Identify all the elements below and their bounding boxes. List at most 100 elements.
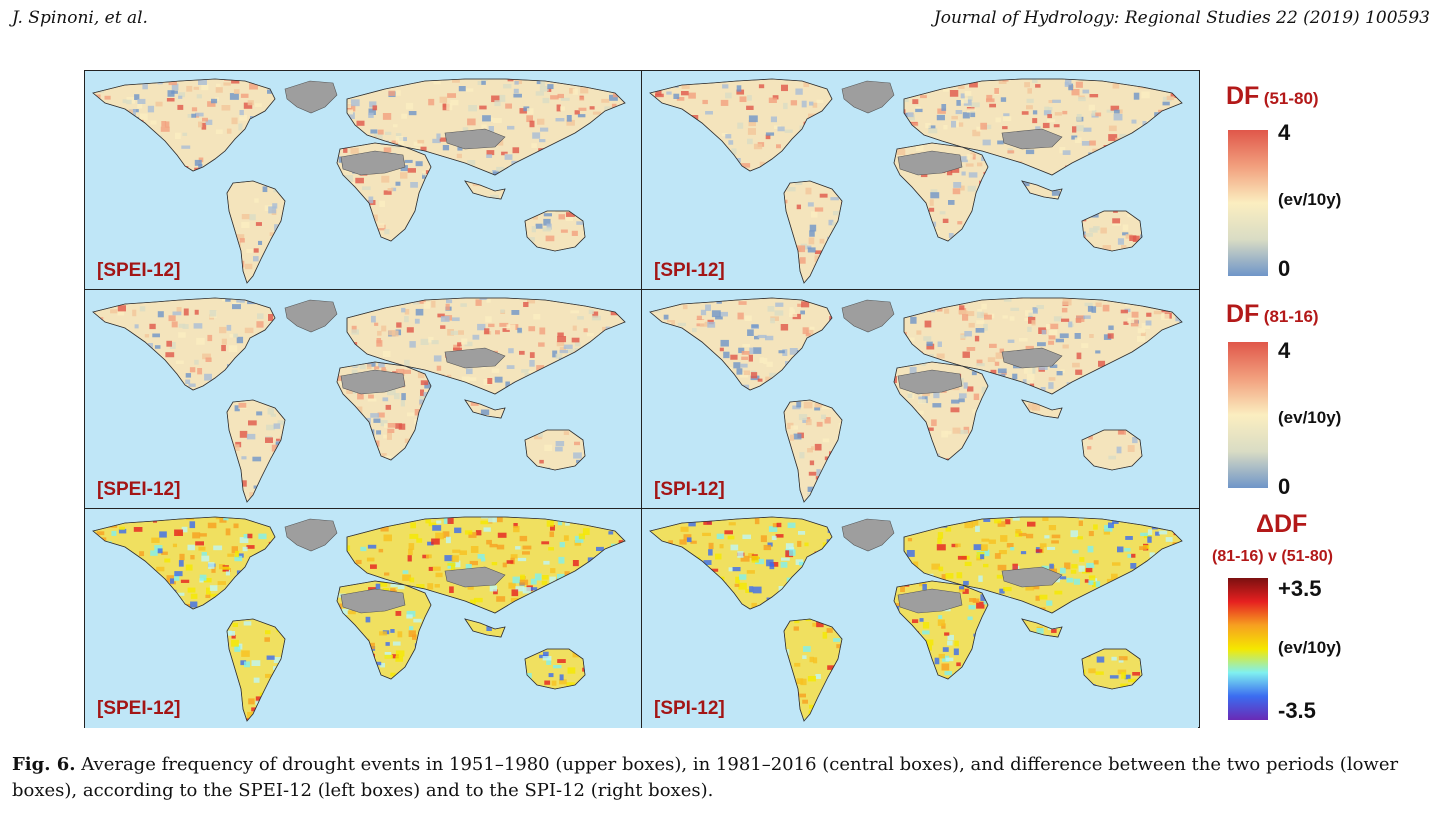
map-panel-spi-51-80: [SPI-12] bbox=[642, 71, 1198, 290]
panel-label: [SPEI-12] bbox=[97, 260, 181, 281]
coastline bbox=[1021, 180, 1063, 200]
colorbar-min-label: 0 bbox=[1278, 256, 1291, 281]
coastline bbox=[464, 180, 506, 200]
no-data-region bbox=[1001, 347, 1063, 369]
coastline bbox=[1021, 399, 1063, 419]
header-journal: Journal of Hydrology: Regional Studies 2… bbox=[933, 8, 1430, 28]
panel-divider-horizontal bbox=[85, 289, 1199, 290]
map-panel-spei-81-16: [SPEI-12] bbox=[85, 290, 641, 509]
no-data-region bbox=[1001, 128, 1063, 150]
coastline bbox=[346, 297, 626, 395]
coastline bbox=[893, 580, 989, 680]
colorbar-min-label: 0 bbox=[1278, 474, 1291, 499]
colorbar-df bbox=[1228, 130, 1268, 276]
panel-label: [SPI-12] bbox=[654, 479, 725, 500]
coastline bbox=[903, 78, 1183, 176]
coastline bbox=[524, 210, 586, 252]
coastline bbox=[226, 618, 286, 722]
colorbar-max-label: 4 bbox=[1278, 338, 1291, 363]
colorbar-df bbox=[1228, 342, 1268, 488]
coastline bbox=[1081, 648, 1143, 690]
world-map bbox=[649, 297, 1183, 503]
coastline bbox=[464, 399, 506, 419]
colorbar-max-label: +3.5 bbox=[1278, 576, 1322, 601]
coastline bbox=[1081, 429, 1143, 471]
legend-title-delta-df: ΔDF bbox=[1256, 510, 1308, 538]
no-data-region bbox=[444, 128, 506, 150]
figure-caption: Fig. 6. Average frequency of drought eve… bbox=[12, 752, 1432, 804]
caption-text: Average frequency of drought events in 1… bbox=[12, 754, 1399, 801]
map-panel-spi-81-16: [SPI-12] bbox=[642, 290, 1198, 509]
colorbar-max-label: 4 bbox=[1278, 120, 1291, 145]
panel-divider-horizontal bbox=[85, 508, 1199, 509]
panel-label: [SPI-12] bbox=[654, 260, 725, 281]
world-map bbox=[649, 78, 1183, 284]
coastline bbox=[336, 361, 432, 461]
world-map bbox=[92, 78, 626, 284]
world-map bbox=[649, 516, 1183, 722]
coastline bbox=[92, 78, 276, 172]
coastline bbox=[346, 516, 626, 614]
coastline bbox=[92, 297, 276, 391]
panel-divider-vertical bbox=[641, 71, 642, 727]
coastline bbox=[336, 142, 432, 242]
map-panel-spi-delta: [SPI-12] bbox=[642, 509, 1198, 728]
no-data-region bbox=[1001, 566, 1063, 588]
no-data-region bbox=[897, 369, 963, 395]
coastline bbox=[92, 516, 276, 610]
no-data-region bbox=[284, 299, 338, 333]
colorbar-gradient bbox=[1228, 342, 1268, 488]
colorbar-delta bbox=[1228, 578, 1268, 720]
colorbar-gradient bbox=[1228, 130, 1268, 276]
no-data-region bbox=[897, 588, 963, 614]
coastline bbox=[1081, 210, 1143, 252]
coastline bbox=[649, 297, 833, 391]
map-panel-spei-delta: [SPEI-12] bbox=[85, 509, 641, 728]
colorbar-gradient bbox=[1228, 578, 1268, 720]
coastline bbox=[524, 648, 586, 690]
world-map bbox=[92, 297, 626, 503]
coastline bbox=[783, 399, 843, 503]
legend-title-df-81-16: DF (81-16) bbox=[1226, 300, 1319, 328]
coastline bbox=[336, 580, 432, 680]
colorbar-min-label: -3.5 bbox=[1278, 698, 1316, 723]
header-authors: J. Spinoni, et al. bbox=[12, 8, 148, 28]
no-data-region bbox=[284, 80, 338, 114]
no-data-region bbox=[284, 518, 338, 552]
coastline bbox=[1021, 618, 1063, 638]
no-data-region bbox=[340, 150, 406, 176]
figure-map-grid: [SPEI-12] [SPI-12] [SPEI-12] [SPI-12] [S… bbox=[84, 70, 1200, 728]
colorbar-unit-label: (ev/10y) bbox=[1278, 190, 1342, 209]
colorbar-unit-label: (ev/10y) bbox=[1278, 638, 1342, 657]
legend-subtitle-delta-period: (81-16) v (51-80) bbox=[1212, 548, 1333, 565]
landmass bbox=[649, 516, 833, 610]
colorbar-unit-label: (ev/10y) bbox=[1278, 408, 1342, 427]
coastline bbox=[649, 78, 833, 172]
coastline bbox=[783, 618, 843, 722]
panel-label: [SPI-12] bbox=[654, 698, 725, 719]
coastline bbox=[524, 429, 586, 471]
coastline bbox=[346, 78, 626, 176]
no-data-region bbox=[340, 369, 406, 395]
no-data-region bbox=[444, 566, 506, 588]
no-data-region bbox=[841, 80, 895, 114]
legend-title-df-51-80: DF (51-80) bbox=[1226, 82, 1319, 110]
coastline bbox=[464, 618, 506, 638]
coastline bbox=[903, 516, 1183, 614]
coastline bbox=[783, 180, 843, 284]
coastline bbox=[226, 180, 286, 284]
coastline bbox=[903, 297, 1183, 395]
no-data-region bbox=[841, 299, 895, 333]
coastline bbox=[649, 516, 833, 610]
no-data-region bbox=[340, 588, 406, 614]
no-data-region bbox=[841, 518, 895, 552]
world-map bbox=[92, 516, 626, 722]
no-data-region bbox=[444, 347, 506, 369]
no-data-region bbox=[897, 150, 963, 176]
map-panel-spei-51-80: [SPEI-12] bbox=[85, 71, 641, 290]
panel-label: [SPEI-12] bbox=[97, 479, 181, 500]
coastline bbox=[893, 361, 989, 461]
coastline bbox=[226, 399, 286, 503]
caption-label: Fig. 6. bbox=[12, 754, 76, 775]
panel-label: [SPEI-12] bbox=[97, 698, 181, 719]
